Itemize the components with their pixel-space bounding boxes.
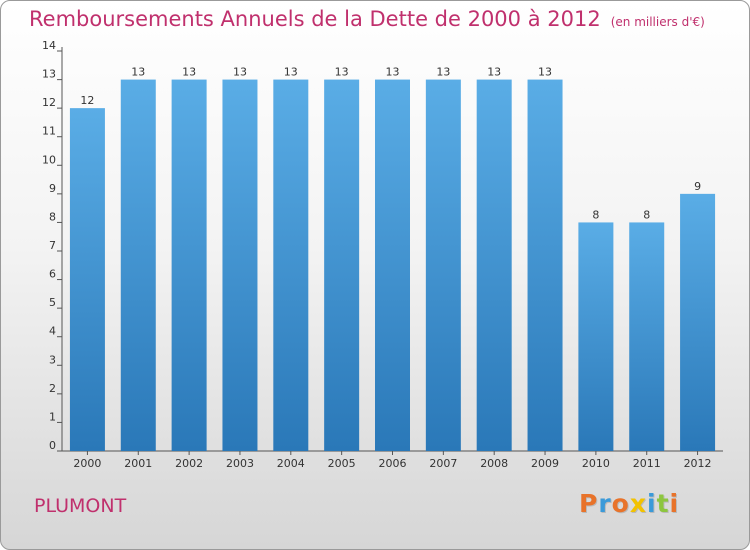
bar-2011[interactable] <box>629 222 665 451</box>
y-tick-label: 3 <box>49 353 56 366</box>
x-tick-label-2004: 2004 <box>277 457 305 470</box>
data-label-2009: 13 <box>538 66 552 79</box>
y-tick-label: 9 <box>49 182 56 195</box>
bar-2010[interactable] <box>578 222 614 451</box>
x-tick-label-2002: 2002 <box>175 457 203 470</box>
y-tick-label: 5 <box>49 296 56 309</box>
logo-letter: r <box>598 489 612 518</box>
bar-2008[interactable] <box>476 79 512 452</box>
y-tick-label: 4 <box>49 325 56 338</box>
y-tick-label: 7 <box>49 239 56 252</box>
data-label-2002: 13 <box>182 66 196 79</box>
bar-2009[interactable] <box>527 79 563 452</box>
bar-2001[interactable] <box>120 79 156 452</box>
y-tick-label: 11 <box>42 125 56 138</box>
bars: 12 13 13 13 13 13 13 13 13 13 8 8 9 <box>69 66 716 452</box>
y-tick-label: 14 <box>42 39 56 52</box>
data-label-2010: 8 <box>592 208 599 221</box>
y-tick-label: 2 <box>49 382 56 395</box>
logo-letter: o <box>611 489 630 518</box>
bar-2004[interactable] <box>273 79 309 452</box>
bar-2007[interactable] <box>425 79 461 452</box>
data-label-2005: 13 <box>335 66 349 79</box>
bar-2002[interactable] <box>171 79 207 452</box>
x-tick-label-2007: 2007 <box>429 457 457 470</box>
commune-name: PLUMONT <box>34 495 127 517</box>
logo-letter: t <box>656 489 670 518</box>
x-tick-label-2001: 2001 <box>124 457 152 470</box>
logo-letter: P <box>579 489 599 518</box>
x-tick-label-2005: 2005 <box>328 457 356 470</box>
y-tick-label: 1 <box>49 410 56 423</box>
bar-2003[interactable] <box>222 79 258 452</box>
x-tick-label-2008: 2008 <box>480 457 508 470</box>
logo-letter: i <box>669 489 680 518</box>
y-tick-label: 12 <box>42 96 56 109</box>
bar-2000[interactable] <box>69 108 105 452</box>
bar-2005[interactable] <box>324 79 360 452</box>
data-label-2001: 13 <box>131 66 145 79</box>
data-label-2011: 8 <box>643 208 650 221</box>
chart-subtitle: (en milliers d'€) <box>610 15 705 29</box>
chart-title: Remboursements Annuels de la Dette de 20… <box>29 7 705 31</box>
x-tick-label-2011: 2011 <box>633 457 661 470</box>
data-label-2007: 13 <box>436 66 450 79</box>
data-label-2006: 13 <box>386 66 400 79</box>
x-tick-label-2000: 2000 <box>73 457 101 470</box>
proxiti-logo[interactable]: Proxiti <box>579 489 679 518</box>
data-label-2004: 13 <box>284 66 298 79</box>
y-tick-label: 10 <box>42 153 56 166</box>
x-tick-label-2003: 2003 <box>226 457 254 470</box>
data-label-2008: 13 <box>487 66 501 79</box>
logo-letter: x <box>629 489 647 518</box>
y-tick-label: 8 <box>49 210 56 223</box>
y-tick-label: 0 <box>49 439 56 452</box>
bar-2006[interactable] <box>375 79 410 452</box>
chart-title-text: Remboursements Annuels de la Dette de 20… <box>29 7 601 31</box>
x-tick-label-2009: 2009 <box>531 457 559 470</box>
data-label-2003: 13 <box>233 66 247 79</box>
data-label-2012: 9 <box>694 180 701 193</box>
x-tick-label-2006: 2006 <box>379 457 407 470</box>
data-label-2000: 12 <box>80 94 94 107</box>
y-tick-label: 6 <box>49 268 56 281</box>
x-tick-label-2012: 2012 <box>684 457 712 470</box>
x-tick-label-2010: 2010 <box>582 457 610 470</box>
y-tick-label: 13 <box>42 68 56 81</box>
logo-letter: i <box>647 489 657 518</box>
bar-2012[interactable] <box>680 193 716 451</box>
